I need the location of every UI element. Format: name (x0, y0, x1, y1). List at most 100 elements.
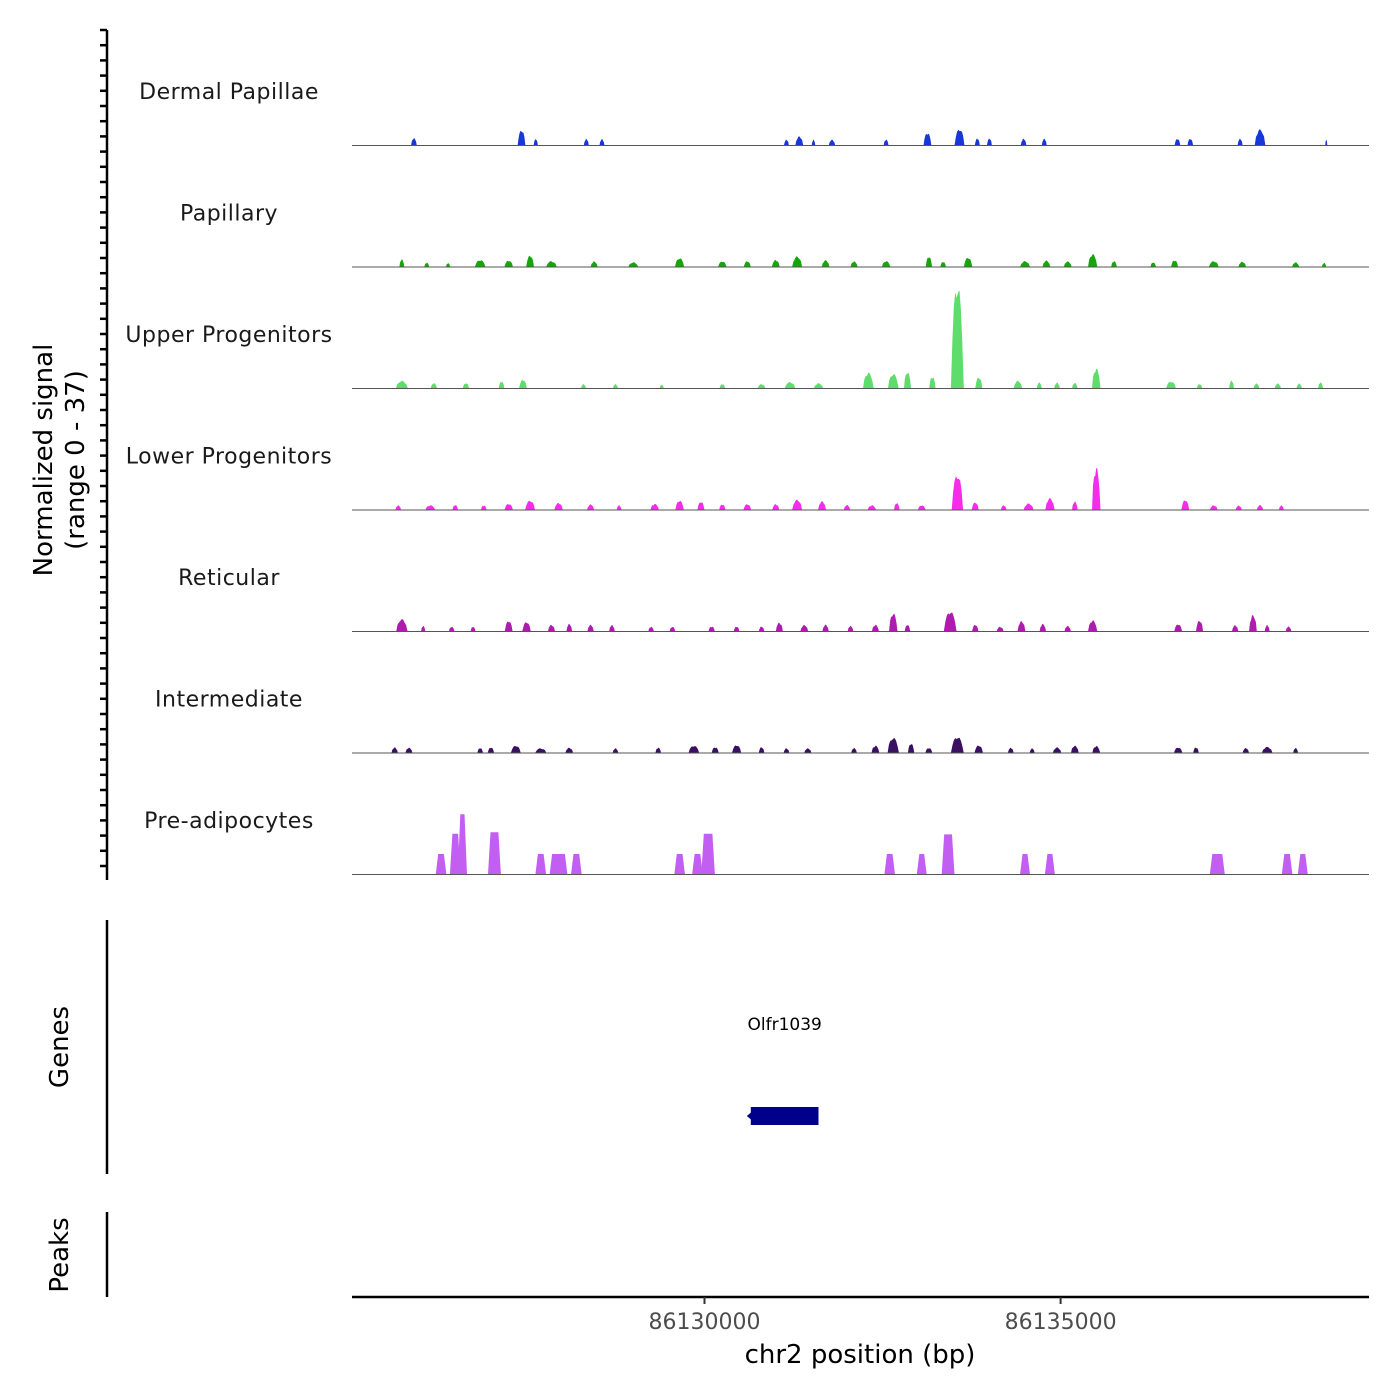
signal-peak (733, 626, 740, 632)
signal-peak (650, 504, 659, 510)
track-upper-progenitors: Upper Progenitors (125, 290, 1369, 389)
signal-peak (800, 624, 809, 632)
signal-peak (1195, 620, 1204, 632)
signal-peak (1278, 505, 1284, 510)
signal-peak (405, 747, 413, 753)
signal-peak (1017, 621, 1026, 632)
signal-peak (1196, 384, 1203, 389)
signal-peak (907, 743, 915, 753)
signal-peak (395, 380, 408, 389)
signal-peak (917, 505, 926, 510)
signal-peak (732, 745, 742, 753)
signal-peak (391, 747, 398, 753)
signal-peak (1274, 383, 1281, 389)
signal-peak (1285, 626, 1292, 632)
gene-track: Olfr1039 (746, 1015, 822, 1125)
signal-peak (504, 504, 513, 510)
signal-peak (470, 627, 476, 632)
track-label: Lower Progenitors (126, 445, 332, 470)
signal-peak (1237, 138, 1243, 146)
signal-peak (708, 626, 715, 632)
signal-peak (1174, 624, 1183, 632)
y-axis-label-line2: (range 0 - 37) (61, 370, 91, 550)
signal-bar (916, 854, 927, 875)
signal-bar (488, 832, 501, 875)
track-label: Dermal Papillae (139, 80, 319, 105)
y-axis-label-line1: Normalized signal (29, 344, 59, 577)
signal-bar (884, 854, 895, 875)
signal-peak (1039, 623, 1046, 632)
signal-peak (757, 384, 766, 389)
signal-peak (396, 619, 408, 632)
signal-peak (487, 747, 495, 753)
signal-peak (1092, 368, 1101, 389)
signal-peak (533, 139, 538, 146)
signal-peak (950, 737, 964, 753)
signal-peak (929, 377, 936, 389)
signal-peak (697, 502, 705, 510)
signal-peak (526, 255, 534, 267)
signal-peak (974, 138, 980, 146)
signal-peak (474, 260, 486, 267)
signal-peak (504, 621, 513, 632)
signal-peak (1072, 501, 1078, 510)
signal-peak (871, 745, 880, 753)
signal-peak (498, 381, 505, 389)
signal-bar (571, 854, 582, 875)
signal-peak (1088, 254, 1098, 267)
signal-peak (566, 623, 573, 632)
track-pre-adipocytes: Pre-adipocytes (144, 809, 1369, 875)
signal-peak (1042, 260, 1051, 267)
signal-peak (1029, 748, 1035, 753)
signal-tracks: Dermal Papillae Papillary Upper Progenitor… (125, 80, 1369, 875)
signal-peak (421, 626, 426, 632)
signal-peak (675, 258, 685, 267)
signal-bar (449, 833, 461, 875)
signal-peak (675, 500, 684, 510)
signal-peak (504, 260, 513, 267)
gene-label: Olfr1039 (748, 1015, 822, 1035)
signal-peak (688, 746, 700, 753)
signal-peak (887, 374, 899, 389)
signal-bar (701, 833, 715, 875)
signal-peak (792, 256, 803, 267)
signal-peak (1238, 261, 1247, 267)
signal-peak (535, 748, 547, 753)
signal-peak (1292, 262, 1300, 267)
signal-peak (609, 624, 615, 632)
signal-peak (804, 748, 812, 753)
signal-peak (547, 624, 555, 632)
signal-peak (1092, 468, 1101, 510)
signal-peak (587, 504, 595, 510)
signal-peak (1193, 747, 1199, 753)
signal-peak (587, 624, 594, 632)
signal-peak (940, 262, 946, 267)
signal-bar (549, 854, 568, 875)
signal-peak (719, 384, 726, 389)
signal-peak (446, 263, 451, 267)
signal-peak (963, 257, 973, 267)
signal-peak (395, 505, 402, 510)
signal-peak (772, 504, 780, 510)
signal-peak (613, 384, 618, 389)
signal-peak (1166, 381, 1176, 389)
signal-peak (655, 747, 662, 753)
signal-peak (783, 748, 790, 753)
signal-peak (669, 626, 676, 632)
signal-peak (743, 261, 751, 267)
signal-peak (881, 261, 891, 267)
signal-peak (904, 625, 911, 632)
signal-peak (996, 626, 1004, 632)
track-label: Upper Progenitors (125, 323, 332, 348)
signal-peak (758, 747, 765, 753)
signal-peak (1231, 625, 1239, 632)
signal-peak (1072, 382, 1078, 389)
signal-bar (941, 834, 955, 875)
x-tick-label: 86130000 (649, 1310, 761, 1335)
signal-bar (1281, 854, 1293, 875)
signal-peak (943, 612, 957, 632)
signal-peak (1071, 745, 1079, 753)
signal-peak (1209, 505, 1218, 510)
gene-body (750, 1107, 819, 1125)
signal-peak (903, 372, 912, 389)
